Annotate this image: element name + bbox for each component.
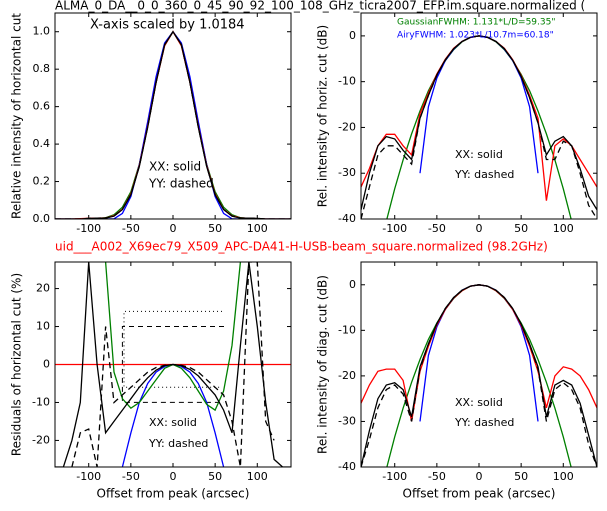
y-axis-label: Relative intensity of horizontal cut	[10, 13, 24, 219]
y-tick-label: -20	[32, 433, 50, 446]
x-tick-label: -100	[382, 470, 407, 483]
x-tick-label: 0	[170, 470, 177, 483]
plot-area	[55, 262, 291, 467]
y-tick-label: 0.2	[33, 175, 51, 188]
x-tick-label: 100	[247, 470, 268, 483]
y-tick-label: -30	[338, 166, 356, 179]
y-tick-label: 0	[43, 358, 50, 371]
x-tick-label: 50	[514, 470, 528, 483]
annotation: XX: solid	[455, 148, 503, 161]
series-line	[104, 262, 242, 412]
axes-frame	[360, 12, 598, 220]
y-tick-label: 0	[349, 29, 356, 42]
annotation: YY: dashed	[454, 416, 514, 429]
x-tick-label: 0	[476, 470, 483, 483]
x-tick-label: -50	[122, 222, 140, 235]
series-line	[386, 284, 572, 467]
series-line	[55, 30, 291, 219]
y-axis-label: Rel. intensity of diag. cut (dB)	[316, 275, 330, 454]
x-tick-label: -100	[382, 222, 407, 235]
y-tick-label: 0.4	[33, 137, 51, 150]
legend-text: AiryFWHM: 1.023*L/10.7m=60.18"	[397, 31, 554, 41]
series-line	[55, 30, 291, 219]
x-tick-label: 100	[247, 222, 268, 235]
x-axis-label: Offset from peak (arcsec)	[403, 487, 556, 501]
y-tick-label: -10	[338, 75, 356, 88]
plot-area	[55, 30, 291, 219]
chart-title: ALMA_0_DA__0_0_360_0_45_90_92_100_108_GH…	[55, 0, 585, 13]
x-tick-label: 100	[553, 222, 574, 235]
y-tick-label: 0.8	[33, 62, 51, 75]
annotation: X-axis scaled by 1.0184	[90, 18, 245, 33]
x-tick-label: 0	[476, 222, 483, 235]
axes-frame	[54, 261, 292, 468]
axes-frame	[360, 261, 598, 468]
series-line	[55, 30, 291, 219]
y-tick-label: 20	[36, 282, 50, 295]
x-axis-label: Offset from peak (arcsec)	[97, 487, 250, 501]
y-tick-label: -40	[338, 212, 356, 225]
series-line	[71, 262, 275, 467]
annotation: XX: solid	[455, 396, 503, 409]
y-tick-label: -30	[338, 414, 356, 427]
series-line	[55, 30, 291, 219]
chart-title: uid___A002_X69ec79_X509_APC-DA41-H-USB-b…	[55, 240, 548, 254]
x-tick-label: -50	[428, 222, 446, 235]
y-tick-label: -10	[338, 323, 356, 336]
legend-text: GaussianFWHM: 1.131*L/D=59.35"	[397, 18, 555, 28]
series-line	[361, 284, 597, 467]
plot-area	[361, 284, 597, 467]
annotation: XX: solid	[149, 160, 201, 174]
x-tick-label: 50	[208, 470, 222, 483]
annotation: XX: solid	[149, 416, 197, 429]
series-line	[386, 35, 572, 219]
x-tick-label: -50	[122, 470, 140, 483]
annotation: YY: dashed	[454, 168, 514, 181]
y-axis-label: Rel. intensity of horiz. cut (dB)	[316, 25, 330, 207]
x-tick-label: -100	[76, 222, 101, 235]
y-tick-label: 0	[349, 278, 356, 291]
x-tick-label: 50	[514, 222, 528, 235]
series-line	[361, 35, 597, 219]
y-tick-label: -20	[338, 120, 356, 133]
x-tick-label: 0	[170, 222, 177, 235]
y-tick-label: -20	[338, 369, 356, 382]
y-tick-label: -10	[32, 395, 50, 408]
x-tick-label: 100	[553, 470, 574, 483]
axes-frame	[54, 12, 292, 220]
y-tick-label: 0.6	[33, 100, 51, 113]
annotation: YY: dashed	[148, 177, 214, 191]
y-axis-label: Residuals of horizontal cut (%)	[10, 273, 24, 456]
y-tick-label: -40	[338, 460, 356, 473]
series-line	[55, 30, 291, 219]
y-tick-label: 0.0	[33, 212, 51, 225]
y-tick-label: 10	[36, 320, 50, 333]
x-tick-label: 50	[208, 222, 222, 235]
x-tick-label: -100	[76, 470, 101, 483]
y-tick-label: 1.0	[33, 25, 51, 38]
annotation: YY: dashed	[148, 437, 208, 450]
plot-area	[361, 35, 597, 219]
x-tick-label: -50	[428, 470, 446, 483]
series-line	[361, 284, 597, 467]
